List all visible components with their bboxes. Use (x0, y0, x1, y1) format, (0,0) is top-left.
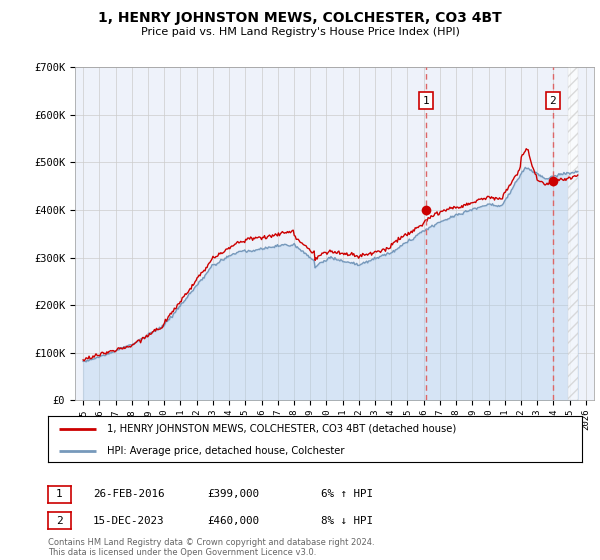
Text: £399,000: £399,000 (207, 489, 259, 500)
Text: Contains HM Land Registry data © Crown copyright and database right 2024.
This d: Contains HM Land Registry data © Crown c… (48, 538, 374, 557)
Text: 2: 2 (56, 516, 63, 526)
Text: 2: 2 (550, 96, 556, 105)
Text: 1: 1 (423, 96, 430, 105)
Text: 1: 1 (56, 489, 63, 500)
Text: £460,000: £460,000 (207, 516, 259, 526)
Text: HPI: Average price, detached house, Colchester: HPI: Average price, detached house, Colc… (107, 446, 344, 455)
Text: 1, HENRY JOHNSTON MEWS, COLCHESTER, CO3 4BT (detached house): 1, HENRY JOHNSTON MEWS, COLCHESTER, CO3 … (107, 424, 456, 434)
Text: 6% ↑ HPI: 6% ↑ HPI (321, 489, 373, 500)
Text: 8% ↓ HPI: 8% ↓ HPI (321, 516, 373, 526)
Text: 1, HENRY JOHNSTON MEWS, COLCHESTER, CO3 4BT: 1, HENRY JOHNSTON MEWS, COLCHESTER, CO3 … (98, 11, 502, 25)
Text: Price paid vs. HM Land Registry's House Price Index (HPI): Price paid vs. HM Land Registry's House … (140, 27, 460, 37)
Text: 15-DEC-2023: 15-DEC-2023 (93, 516, 164, 526)
Text: 26-FEB-2016: 26-FEB-2016 (93, 489, 164, 500)
